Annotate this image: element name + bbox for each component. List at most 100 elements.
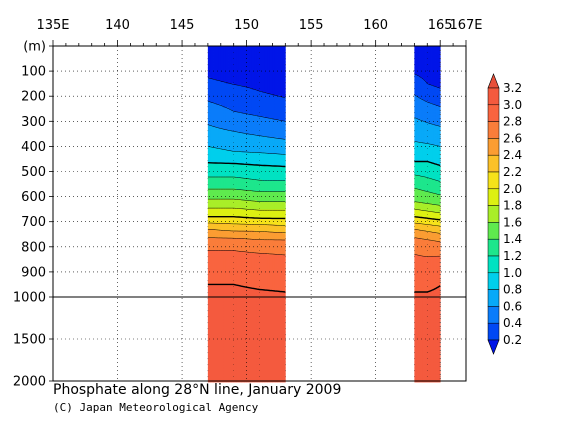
- fill-cell: [225, 79, 229, 81]
- fill-cell: [262, 190, 266, 192]
- fill-cell: [223, 52, 227, 54]
- fill-cell: [233, 152, 237, 155]
- fill-cell: [210, 46, 214, 48]
- fill-cell: [228, 130, 232, 132]
- fill-cell: [251, 106, 255, 108]
- fill-cell: [233, 176, 237, 179]
- fill-cell: [231, 211, 235, 213]
- fill-cell: [236, 121, 240, 123]
- fill-cell: [223, 311, 227, 314]
- fill-cell: [233, 212, 237, 215]
- fill-cell: [241, 349, 245, 351]
- fill-cell: [225, 208, 229, 210]
- fill-cell: [251, 313, 255, 315]
- fill-cell: [231, 214, 235, 216]
- fill-cell: [259, 311, 263, 314]
- fill-cell: [210, 239, 214, 242]
- fill-cell: [241, 301, 245, 303]
- fill-cell: [241, 200, 245, 203]
- fill-cell: [251, 103, 255, 105]
- fill-cell: [238, 58, 242, 60]
- fill-cell: [246, 362, 250, 365]
- fill-cell: [249, 323, 253, 326]
- fill-cell: [262, 122, 266, 125]
- fill-cell: [210, 169, 214, 171]
- fill-cell: [210, 332, 214, 335]
- fill-cell: [259, 341, 263, 344]
- fill-cell: [236, 286, 240, 288]
- fill-cell: [218, 190, 222, 192]
- fill-cell: [210, 262, 214, 264]
- fill-cell: [236, 197, 240, 200]
- fill-cell: [210, 172, 214, 174]
- fill-cell: [259, 74, 263, 77]
- fill-cell: [241, 361, 245, 363]
- fill-cell: [220, 374, 224, 377]
- fill-cell: [228, 230, 232, 233]
- fill-cell: [223, 101, 227, 104]
- fill-cell: [228, 212, 232, 215]
- fill-cell: [220, 101, 224, 104]
- fill-cell: [220, 313, 224, 315]
- fill-cell: [210, 350, 214, 353]
- fill-cell: [246, 361, 250, 363]
- fill-cell: [215, 187, 219, 189]
- fill-cell: [228, 371, 232, 374]
- fill-cell: [213, 377, 217, 380]
- fill-cell: [218, 61, 222, 63]
- fill-cell: [251, 110, 255, 113]
- fill-cell: [210, 367, 214, 369]
- fill-cell: [246, 338, 250, 341]
- fill-cell: [254, 158, 258, 161]
- fill-cell: [236, 340, 240, 342]
- fill-cell: [210, 275, 214, 278]
- fill-cell: [207, 73, 211, 75]
- fill-cell: [251, 355, 255, 357]
- fill-cell: [244, 155, 247, 158]
- fill-cell: [215, 112, 219, 114]
- fill-cell: [241, 305, 245, 308]
- fill-cell: [246, 187, 250, 189]
- fill-cell: [246, 52, 250, 54]
- fill-cell: [241, 121, 245, 123]
- fill-cell: [231, 373, 235, 375]
- fill-cell: [256, 158, 260, 161]
- fill-cell: [228, 155, 232, 158]
- fill-cell: [231, 82, 235, 84]
- fill-cell: [218, 94, 222, 96]
- fill-cell: [241, 320, 245, 323]
- fill-cell: [241, 334, 245, 336]
- fill-cell: [246, 124, 250, 126]
- fill-cell: [244, 121, 247, 123]
- fill-cell: [254, 79, 258, 81]
- fill-cell: [254, 143, 258, 146]
- fill-cell: [256, 302, 260, 305]
- fill-cell: [236, 205, 240, 207]
- fill-cell: [254, 122, 258, 125]
- fill-cell: [223, 374, 227, 377]
- fill-cell: [246, 83, 250, 86]
- fill-cell: [236, 338, 240, 341]
- fill-cell: [262, 137, 266, 140]
- fill-cell: [238, 260, 242, 263]
- fill-cell: [231, 281, 235, 284]
- fill-cell: [218, 136, 222, 138]
- fill-cell: [228, 242, 232, 245]
- fill-cell: [218, 274, 222, 276]
- fill-cell: [210, 50, 214, 53]
- fill-cell: [256, 112, 260, 114]
- fill-cell: [241, 239, 245, 242]
- fill-cell: [264, 145, 268, 147]
- fill-cell: [231, 184, 235, 186]
- fill-cell: [213, 365, 217, 368]
- fill-cell: [246, 49, 250, 51]
- fill-cell: [220, 128, 224, 131]
- fill-cell: [218, 68, 222, 71]
- fill-cell: [262, 298, 266, 300]
- fill-cell: [262, 347, 266, 350]
- fill-cell: [215, 242, 219, 245]
- fill-cell: [225, 88, 229, 90]
- fill-cell: [210, 211, 214, 213]
- fill-cell: [215, 343, 219, 345]
- fill-cell: [259, 197, 263, 200]
